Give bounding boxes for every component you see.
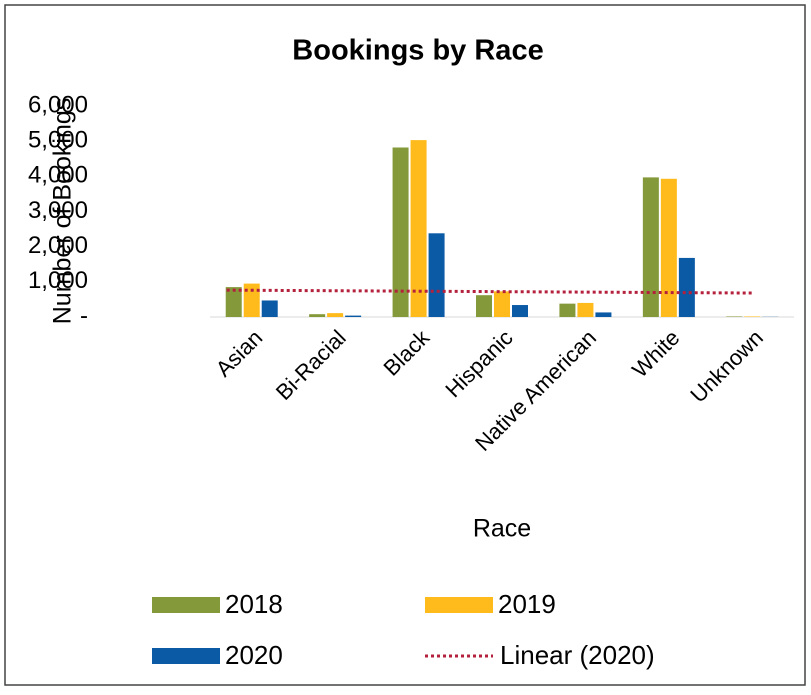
bar	[309, 314, 325, 317]
y-tick-label: 2,000	[28, 232, 88, 259]
bar	[744, 316, 760, 317]
y-tick-label: 1,000	[28, 267, 88, 294]
bar	[494, 291, 510, 317]
legend-label: 2018	[225, 589, 283, 619]
bar	[595, 312, 611, 317]
y-tick-label: 4,000	[28, 162, 88, 189]
bar	[262, 300, 278, 317]
legend-label: 2020	[225, 640, 283, 670]
x-axis-title: Race	[473, 515, 531, 543]
bar	[476, 295, 492, 317]
bar	[577, 303, 593, 317]
y-tick-label: -	[80, 302, 88, 329]
legend-swatch	[425, 597, 493, 613]
bar	[512, 305, 528, 317]
legend-label: Linear (2020)	[500, 640, 655, 670]
legend-label: 2019	[498, 589, 556, 619]
legend-swatch	[152, 648, 220, 664]
bar	[345, 316, 361, 317]
bar	[661, 179, 677, 317]
legend-swatch	[152, 597, 220, 613]
bar	[726, 316, 742, 317]
bar	[679, 258, 695, 317]
bar	[327, 313, 343, 317]
y-tick-label: 6,000	[28, 91, 88, 118]
y-tick-label: 5,000	[28, 127, 88, 154]
bar	[244, 284, 260, 317]
bar	[559, 304, 575, 317]
chart-title: Bookings by Race	[292, 35, 543, 67]
y-tick-label: 3,000	[28, 197, 88, 224]
bar	[643, 177, 659, 317]
bar	[429, 233, 445, 317]
